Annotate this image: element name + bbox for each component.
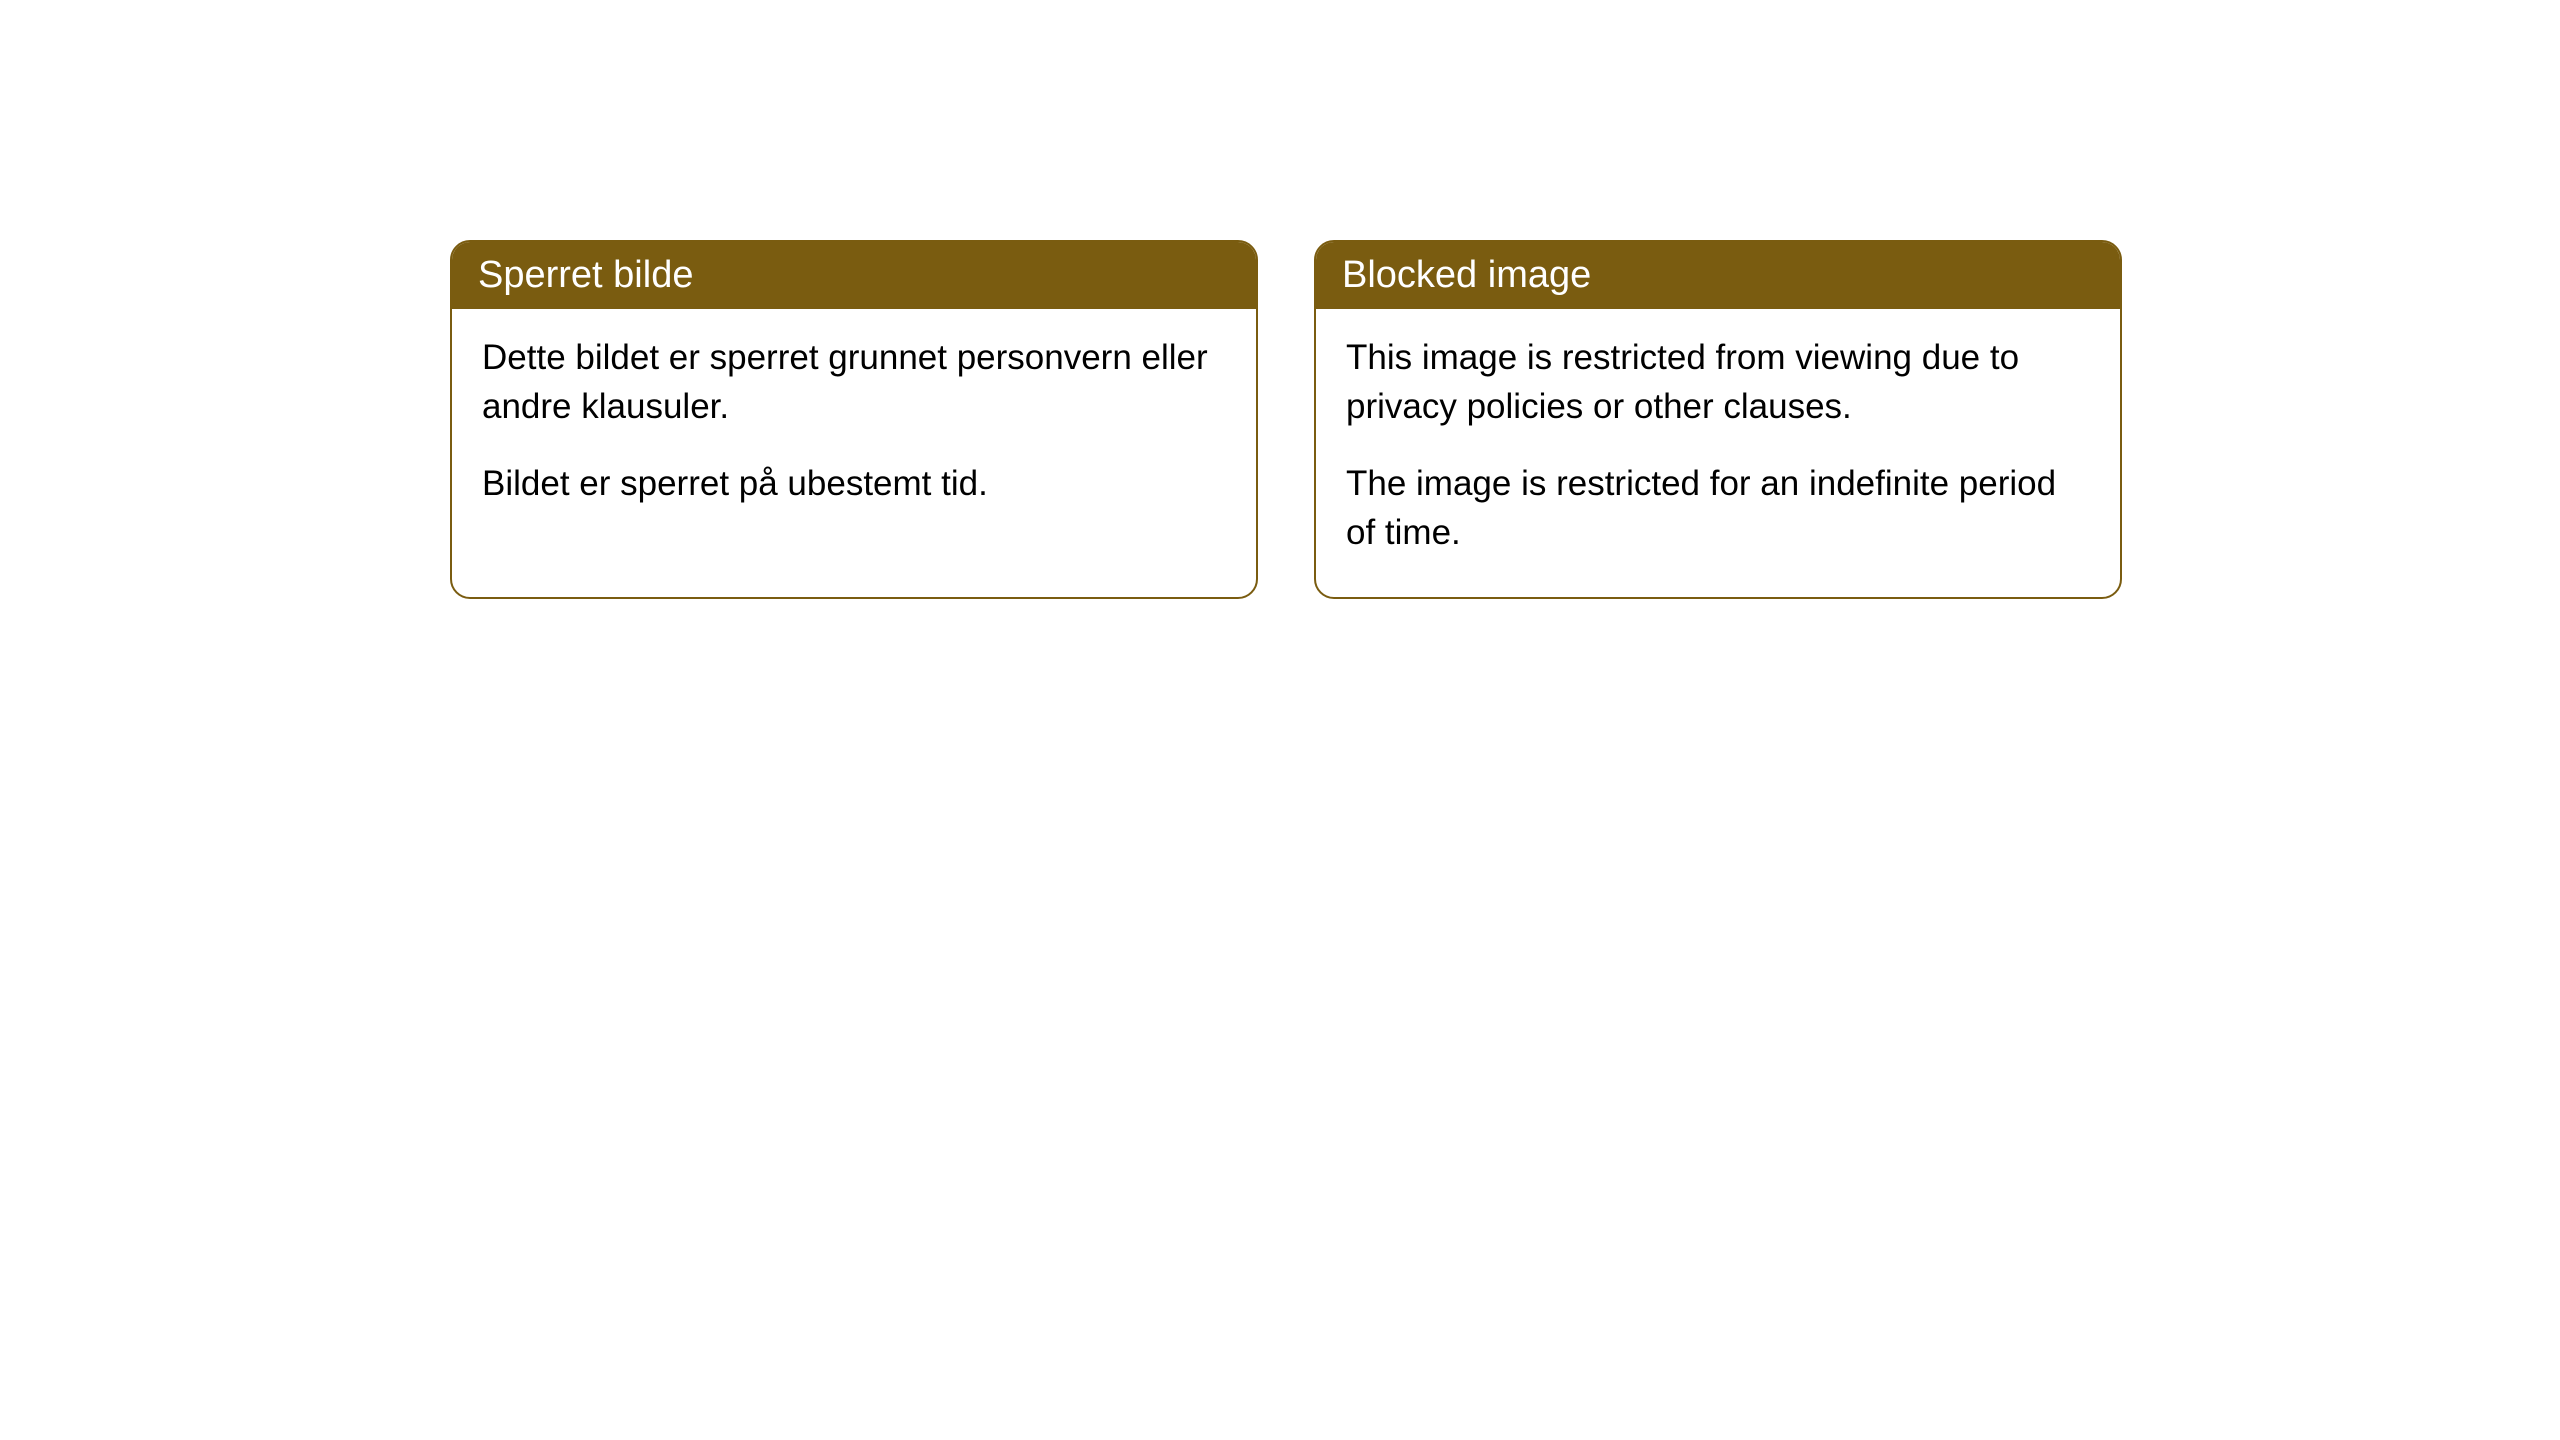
card-paragraph: Dette bildet er sperret grunnet personve… <box>482 333 1226 431</box>
card-header: Blocked image <box>1316 242 2120 309</box>
blocked-image-card-english: Blocked image This image is restricted f… <box>1314 240 2122 599</box>
card-header: Sperret bilde <box>452 242 1256 309</box>
card-body: This image is restricted from viewing du… <box>1316 309 2120 597</box>
card-paragraph: The image is restricted for an indefinit… <box>1346 459 2090 557</box>
card-body: Dette bildet er sperret grunnet personve… <box>452 309 1256 548</box>
card-paragraph: Bildet er sperret på ubestemt tid. <box>482 459 1226 508</box>
card-title: Blocked image <box>1342 254 1591 296</box>
card-title: Sperret bilde <box>478 254 693 296</box>
card-paragraph: This image is restricted from viewing du… <box>1346 333 2090 431</box>
blocked-image-card-norwegian: Sperret bilde Dette bildet er sperret gr… <box>450 240 1258 599</box>
cards-container: Sperret bilde Dette bildet er sperret gr… <box>450 240 2122 599</box>
